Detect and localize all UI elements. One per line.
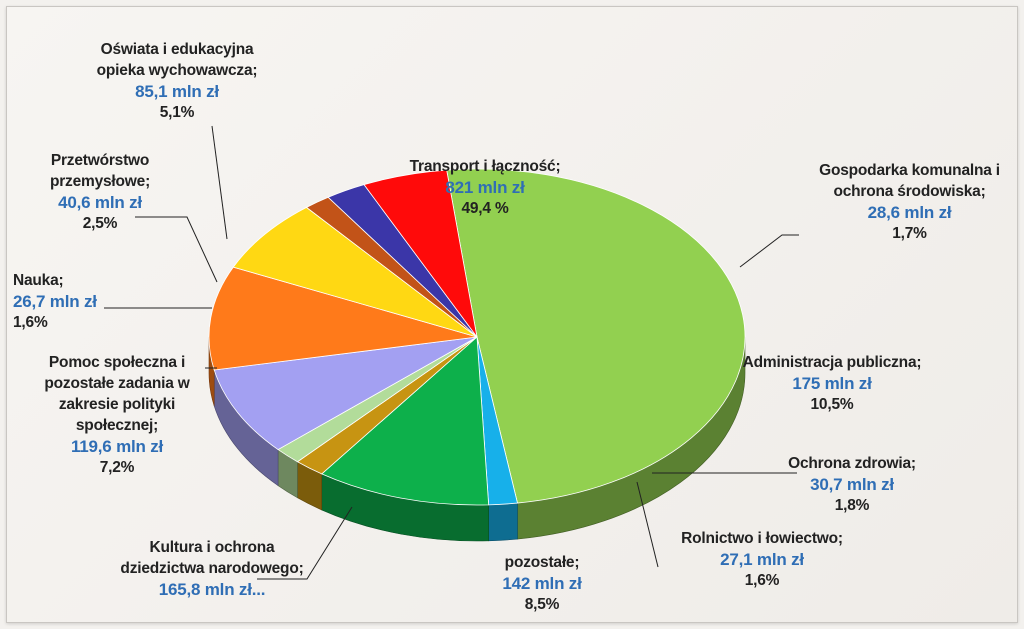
label-pozostale: pozostałe; 142 mln zł 8,5% bbox=[502, 554, 582, 613]
pie-side-1-0 bbox=[488, 502, 518, 542]
chart-frame: Transport i łączność; 821 mln zł 49,4 % … bbox=[6, 6, 1018, 623]
leader-line-6 bbox=[636, 481, 659, 568]
pie-chart bbox=[104, 125, 799, 580]
leader-line-0 bbox=[211, 125, 228, 240]
label-pomoc-spoleczna: Pomoc społeczna i pozostałe zadania w za… bbox=[44, 354, 190, 476]
leader-line-4 bbox=[739, 234, 799, 268]
label-gospodarka: Gospodarka komunalna i ochrona środowisk… bbox=[819, 162, 1000, 242]
label-ochrona-zdrowia: Ochrona zdrowia; 30,7 mln zł 1,8% bbox=[788, 455, 916, 514]
pie-slice-5 bbox=[213, 336, 478, 451]
pie-slice-6 bbox=[208, 266, 478, 371]
label-transport: Transport i łączność; 821 mln zł 49,4 % bbox=[409, 158, 561, 217]
label-administracja: Administracja publiczna; 175 mln zł 10,5… bbox=[742, 354, 922, 413]
pie-slice-7 bbox=[232, 206, 478, 338]
pie-slice-10 bbox=[363, 169, 478, 338]
label-nauka: Nauka; 26,7 mln zł 1,6% bbox=[13, 272, 97, 331]
label-rolnictwo: Rolnictwo i łowiectwo; 27,1 mln zł 1,6% bbox=[681, 530, 843, 589]
pie-slice-2 bbox=[320, 336, 490, 506]
label-oswiata: Oświata i edukacyjna opieka wychowawcza;… bbox=[96, 41, 258, 121]
leader-line-5 bbox=[257, 506, 353, 580]
label-przetworstwo: Przetwórstwo przemysłowe; 40,6 mln zł 2,… bbox=[49, 152, 151, 232]
pie-slice-0 bbox=[446, 168, 746, 504]
label-kultura: Kultura i ochrona dziedzictwa narodowego… bbox=[120, 539, 304, 599]
leader-line-1 bbox=[135, 216, 218, 283]
